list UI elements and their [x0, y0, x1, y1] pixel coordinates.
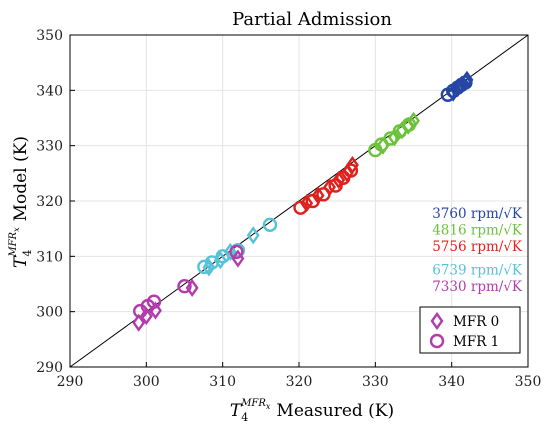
legend-circle-label: MFR 1 [453, 334, 499, 350]
ticks: 290 300 310 320 330 340 350 290 300 310 320 330 340 3… [36, 28, 541, 390]
data-point-mfr1 [262, 217, 278, 232]
x-tick-label: 340 [438, 374, 465, 390]
data-point-mfr1 [328, 178, 343, 193]
data-point-mfr0 [387, 128, 401, 147]
x-axis-label-symbol: T [230, 401, 243, 421]
x-axis-label-supsub: x [266, 402, 271, 411]
x-axis-label-sup: MFR [240, 398, 266, 409]
data-point-mfr1 [230, 243, 246, 258]
marker-legend: MFR 0 MFR 1 [419, 306, 521, 354]
x-tick-label: 350 [515, 374, 542, 390]
x-axis-label: T4 MFRx Measured (K) [230, 398, 394, 424]
x-tick-label: 290 [57, 374, 84, 390]
y-tick-label: 290 [36, 360, 63, 376]
x-tick-label: 330 [362, 374, 389, 390]
data-point-mfr0 [149, 301, 162, 320]
y-axis-label-sub: 4 [21, 250, 34, 257]
y-axis-label-supsub: x [12, 227, 21, 232]
data-points [132, 70, 474, 332]
data-point-mfr1 [177, 279, 192, 294]
data-point-mfr0 [300, 194, 314, 213]
legend-diamond-marker [430, 311, 444, 331]
y-axis-label-symbol: T [11, 255, 31, 268]
data-point-mfr0 [460, 70, 474, 89]
y-axis-label: T4MFRx Model (K) [8, 136, 34, 268]
data-point-mfr1 [197, 259, 212, 275]
y-tick-label: 350 [36, 28, 63, 44]
data-point-mfr0 [311, 186, 325, 205]
x-axis-label-sub: 4 [241, 411, 248, 424]
data-point-mfr0 [345, 155, 359, 175]
y-tick-label: 340 [36, 83, 63, 99]
x-tick-label: 320 [286, 374, 313, 390]
data-point-mfr0 [132, 313, 146, 332]
legend-entry-5756: 5756 rpm/√K [432, 239, 523, 255]
y-axis-label-sup: MFR [8, 231, 19, 257]
data-point-mfr0 [185, 278, 199, 297]
data-point-mfr1 [383, 131, 398, 146]
x-tick-label: 300 [133, 374, 160, 390]
y-tick-label: 330 [36, 139, 63, 155]
legend-entry-4816: 4816 rpm/√K [432, 223, 523, 239]
data-point-mfr0 [446, 83, 460, 102]
legend-entry-6739: 6739 rpm/√K [432, 263, 523, 279]
legend-circle-marker [429, 333, 445, 349]
data-point-mfr0 [376, 136, 390, 155]
y-axis-label-text: Model (K) [11, 136, 31, 221]
legend-entry-3760: 3760 rpm/√K [432, 206, 523, 222]
legend-diamond-label: MFR 0 [453, 314, 499, 330]
legend-entry-7330: 7330 rpm/√K [432, 279, 523, 295]
data-point-mfr0 [202, 258, 216, 277]
data-point-mfr0 [223, 242, 237, 261]
data-point-mfr1 [293, 200, 308, 215]
chart-title: Partial Admission [232, 9, 392, 30]
y-tick-label: 310 [36, 249, 63, 265]
data-point-mfr0 [213, 251, 227, 270]
plot-frame [69, 34, 529, 368]
x-tick-label: 310 [209, 374, 236, 390]
data-point-mfr0 [332, 170, 346, 190]
data-point-mfr0 [323, 178, 337, 197]
data-point-mfr0 [407, 111, 420, 130]
data-point-mfr0 [246, 226, 260, 245]
data-point-mfr0 [451, 79, 465, 98]
x-axis-label-text: Measured (K) [276, 401, 394, 421]
data-point-mfr1 [229, 244, 244, 260]
data-point-mfr0 [231, 249, 245, 268]
y-tick-label: 300 [36, 305, 63, 321]
data-point-mfr0 [139, 307, 153, 326]
y-tick-label: 320 [36, 194, 63, 210]
